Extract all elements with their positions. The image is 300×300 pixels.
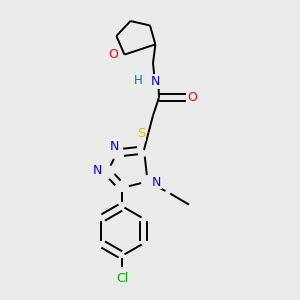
Text: N: N bbox=[110, 140, 119, 153]
Text: S: S bbox=[137, 127, 145, 140]
Text: N: N bbox=[93, 164, 103, 178]
Text: O: O bbox=[108, 48, 118, 61]
Text: O: O bbox=[188, 91, 197, 104]
Text: N: N bbox=[151, 75, 160, 88]
Text: N: N bbox=[152, 176, 161, 189]
Text: H: H bbox=[134, 74, 142, 87]
Text: Cl: Cl bbox=[116, 272, 128, 285]
